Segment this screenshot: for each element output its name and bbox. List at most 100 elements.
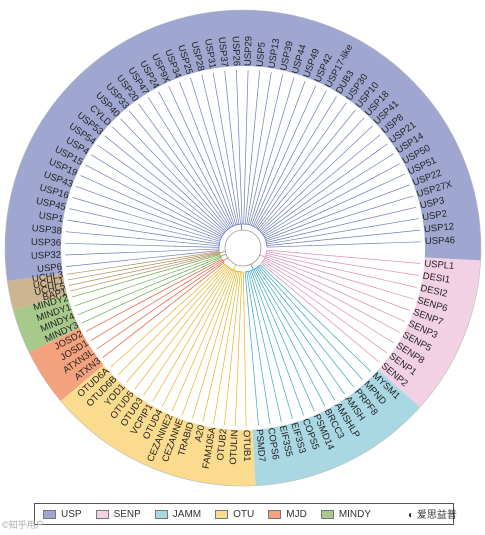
branch-node	[263, 190, 265, 192]
branch-node	[302, 209, 304, 211]
branch-node	[174, 245, 176, 247]
branch-arc	[219, 254, 222, 259]
leaf-branch	[247, 271, 282, 422]
leaf-label: USP31	[202, 38, 218, 70]
leaf-branch	[265, 254, 414, 300]
leaf-branch	[192, 270, 237, 419]
branch-node	[190, 260, 192, 262]
legend-item-mindy: MINDY	[320, 509, 371, 520]
branch-node	[342, 277, 345, 279]
branch-node	[180, 327, 183, 329]
branch-node	[192, 345, 194, 347]
leaf-branch	[90, 260, 223, 341]
branch-node	[353, 228, 356, 230]
leaf-label: USP26	[230, 36, 242, 66]
legend-swatch	[268, 509, 282, 519]
legend-label: MJD	[286, 508, 307, 520]
branch-node	[158, 281, 160, 283]
branch-arc	[224, 263, 244, 273]
branch-node	[319, 212, 321, 214]
leaf-branch	[171, 269, 234, 412]
leaf-branch	[138, 103, 230, 229]
branch-node	[231, 145, 234, 148]
legend-item-jamm: JAMM	[154, 509, 201, 520]
leaf-branch	[249, 77, 295, 226]
branch-node	[198, 194, 200, 196]
leaf-branch	[143, 267, 230, 396]
leaf-branch	[264, 257, 406, 322]
leaf-branch	[246, 271, 271, 424]
branch-node	[302, 333, 304, 335]
leaf-branch	[266, 229, 421, 246]
legend-swatch	[95, 509, 109, 519]
leaf-label: USP38	[31, 223, 62, 237]
branch-node	[223, 327, 226, 329]
leaf-label: OTULIN	[228, 429, 241, 464]
branch-stem	[259, 254, 266, 258]
wechat-icon: ◐	[408, 510, 415, 521]
legend-item-usp: USP	[43, 509, 82, 520]
branch-node	[293, 174, 296, 177]
branch-stem	[222, 257, 229, 262]
branch-node	[337, 218, 339, 220]
branch-node	[282, 157, 284, 160]
branch-node	[191, 306, 193, 308]
leaf-label: USP12	[424, 221, 455, 235]
branch-node	[187, 213, 190, 216]
branch-node	[199, 280, 202, 282]
branch-node	[280, 335, 283, 337]
leaf-label: USP5	[255, 42, 268, 68]
branch-stem	[219, 251, 226, 254]
leaf-branch	[181, 270, 236, 416]
leaf-branch	[66, 251, 220, 275]
leaf-label: USP46	[425, 235, 455, 247]
branch-node	[225, 303, 227, 306]
leaf-branch	[158, 91, 232, 228]
leaf-branch	[67, 219, 220, 245]
branch-node	[273, 353, 275, 355]
leaf-label: USP6	[37, 262, 63, 276]
branch-arc	[218, 223, 268, 251]
family-sector-ring	[4, 9, 482, 487]
branch-node	[284, 300, 286, 302]
leaf-branch	[212, 72, 240, 225]
branch-node	[174, 308, 176, 311]
leaf-branch	[112, 126, 226, 232]
leaf-branch	[96, 261, 224, 350]
branch-arc	[245, 264, 261, 273]
branch-node	[266, 143, 268, 145]
leaf-branch	[224, 70, 241, 225]
branch-node	[213, 314, 215, 316]
leaf-branch	[202, 271, 238, 422]
branch-node	[296, 252, 298, 254]
branch-node	[319, 276, 321, 278]
legend-label: OTU	[233, 508, 255, 520]
legend-swatch	[215, 509, 229, 519]
leaf-branch	[243, 70, 249, 225]
leaf-label: OTUB2	[215, 428, 229, 461]
branch-node	[184, 234, 187, 236]
legend-label: USP	[61, 508, 82, 520]
leaf-branch	[263, 259, 400, 333]
branch-node	[165, 206, 167, 209]
branch-node	[309, 303, 311, 305]
leaf-branch	[257, 109, 356, 230]
branch-node	[316, 229, 318, 232]
watermark-right-text: 爱思益普	[416, 510, 457, 521]
sector-mindy	[13, 295, 80, 353]
leaf-branch	[253, 269, 326, 407]
family-legend: USP SENP JAMM OTU MJD MINDY	[34, 503, 454, 525]
branch-node	[238, 338, 240, 340]
branch-node	[149, 296, 151, 298]
leaf-branch	[253, 90, 327, 227]
branch-node	[267, 316, 269, 318]
branch-node	[251, 348, 253, 350]
branch-node	[181, 198, 184, 200]
legend-item-mjd: MJD	[268, 509, 307, 520]
leaf-branch	[265, 256, 410, 311]
branch-node	[179, 180, 181, 182]
leaf-branch	[262, 261, 388, 354]
leaf-label: USP37	[216, 36, 230, 67]
leaf-branch	[249, 270, 293, 420]
